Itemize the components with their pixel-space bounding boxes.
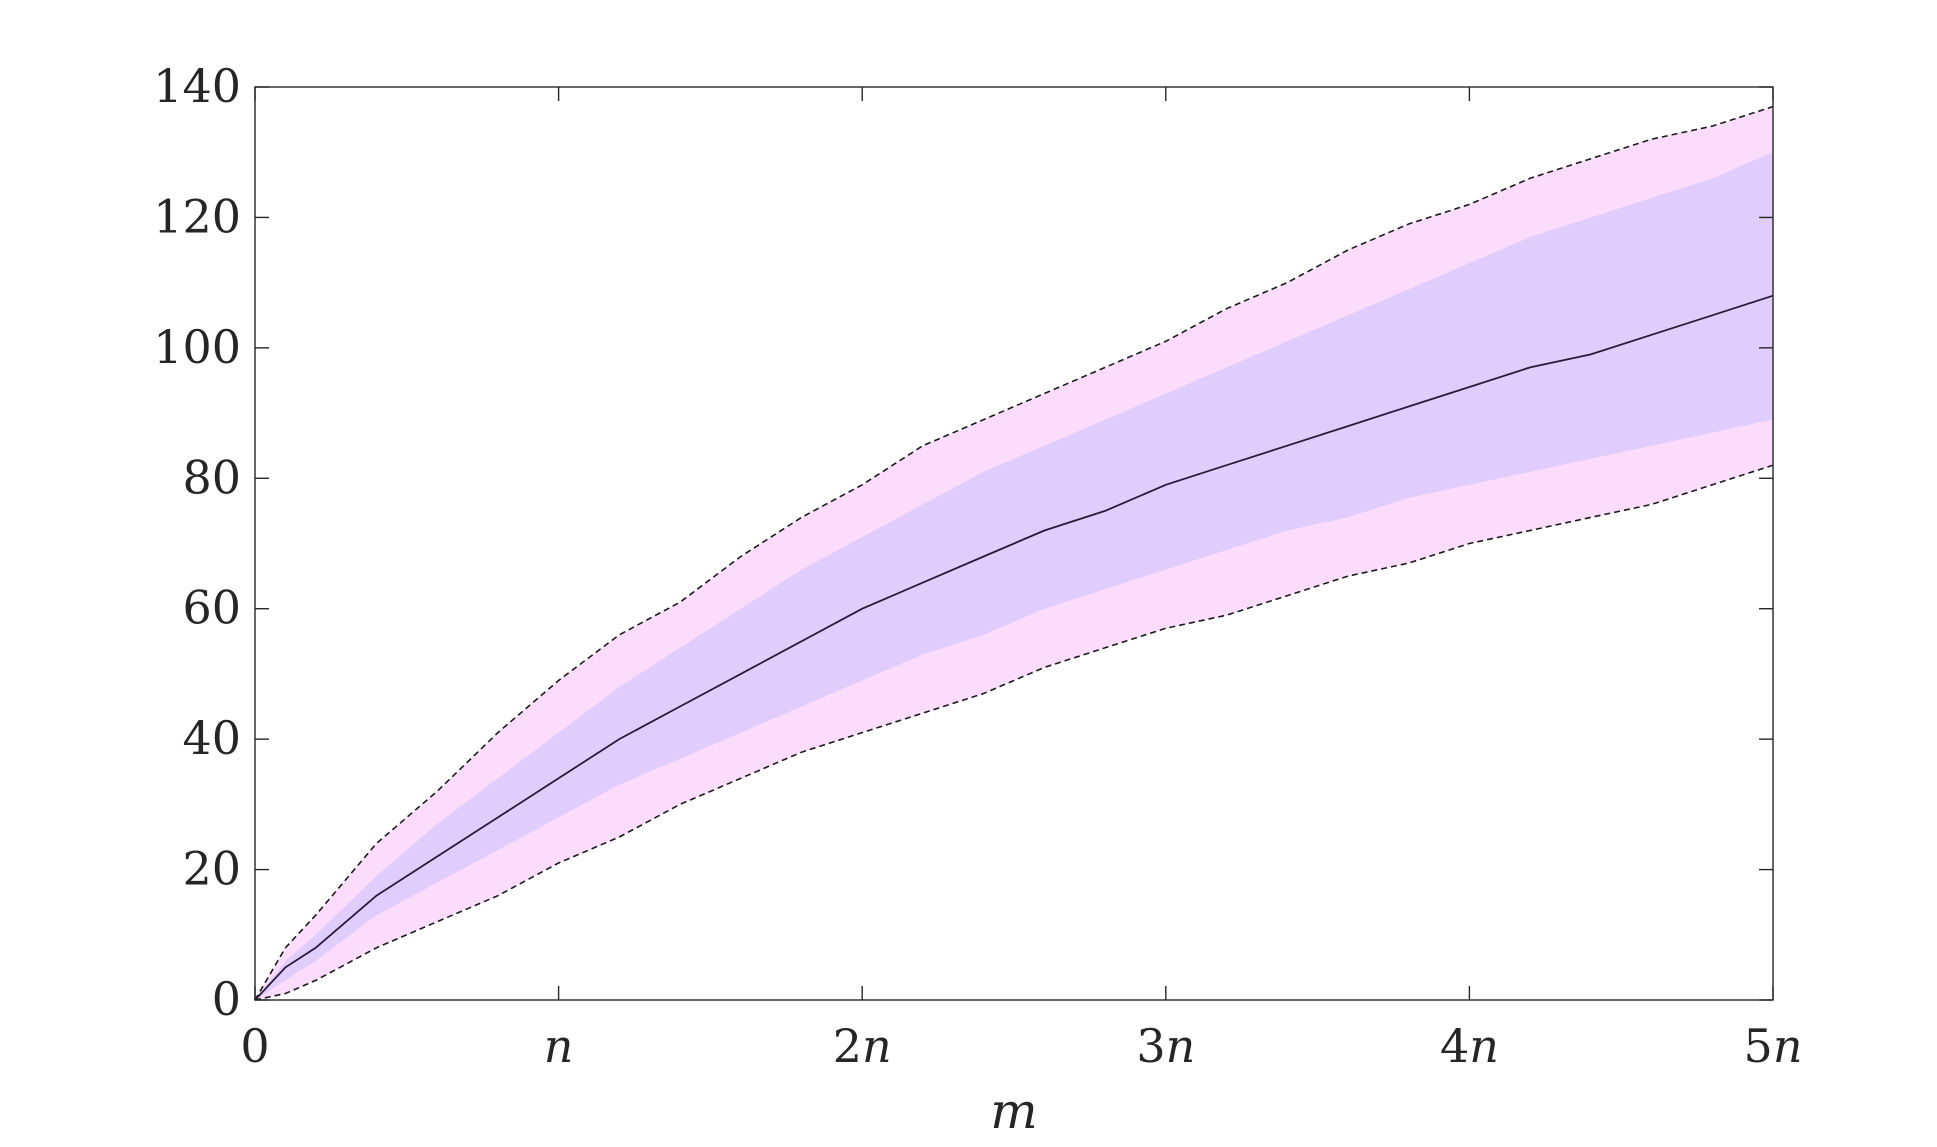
y-tick-label: 60 — [182, 581, 241, 635]
x-tick-label: 2n — [833, 1019, 892, 1073]
y-tick-label: 100 — [153, 320, 241, 374]
x-tick-label: 3n — [1136, 1019, 1195, 1073]
x-tick-label: 0 — [240, 1019, 269, 1073]
y-tick-label: 20 — [182, 842, 241, 896]
median-line — [254, 294, 1774, 1001]
x-axis-label: m — [990, 1082, 1037, 1140]
x-tick-label: n — [544, 1019, 574, 1073]
upper-bound-dashed-line — [254, 105, 1774, 1001]
plot-frame — [254, 86, 1774, 1001]
x-tick-label: 4n — [1440, 1019, 1499, 1073]
y-tick-label: 140 — [153, 59, 241, 113]
ticks-layer: 0 20 40 60 80 100 120 140 0 n 2n 3n 4n 5n — [153, 59, 1802, 1073]
y-tick-label: 80 — [182, 450, 241, 504]
y-tick-label: 0 — [212, 972, 241, 1026]
y-tick-label: 40 — [182, 711, 241, 765]
inner-band-area — [255, 152, 1773, 1000]
axes-layer — [254, 86, 1774, 1001]
x-tick-label: 5n — [1744, 1019, 1803, 1073]
lower-bound-dashed-line — [254, 464, 1774, 1001]
lines-layer — [254, 105, 1774, 1001]
y-tick-label: 120 — [153, 189, 241, 243]
bands-layer — [255, 106, 1773, 1001]
